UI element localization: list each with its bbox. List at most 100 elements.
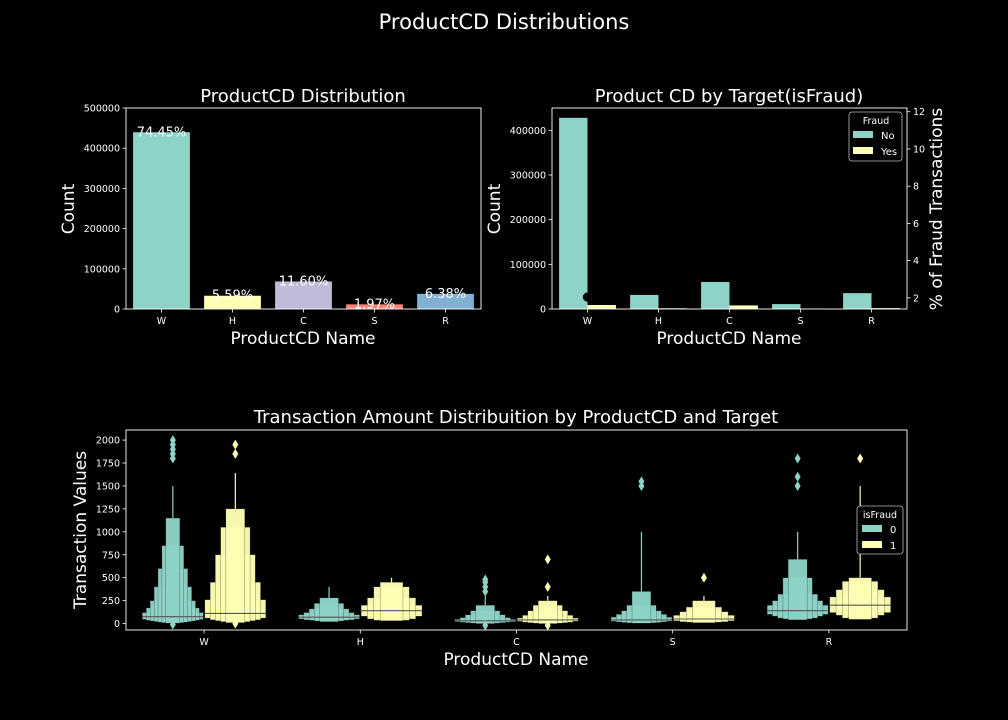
chart1-frame [125, 107, 482, 310]
chart3-xlabel: ProductCD Name [443, 650, 588, 670]
chart2-xtick-label-R: R [868, 316, 875, 327]
chart2-xtick-label-W: W [583, 316, 593, 327]
chart2-ytick-label: 200000 [510, 215, 546, 226]
chart1-axes: W H C S R 0 100000 200000 300000 400000 500000 [84, 104, 482, 327]
chart2-title: Product CD by Target(isFraud) [595, 86, 863, 107]
chart-product-distribution: ProductCD Distribution ProductCD Name Co… [59, 86, 482, 349]
chart3-box-H-1 [379, 582, 404, 621]
chart3-xtick-label-R: R [826, 637, 833, 648]
chart3-legend: isFraud 0 1 [856, 505, 904, 555]
chart3-outlier-W-1 [232, 618, 239, 629]
chart2-ylabel: Count [485, 183, 505, 234]
chart3-outlier-R-0 [794, 453, 801, 464]
chart1-ytick-label: 500000 [84, 104, 120, 115]
chart3-outlier-W-0 [169, 619, 176, 630]
chart1-bar-H [204, 295, 261, 309]
chart3-outlier-R-1 [857, 453, 864, 464]
chart-transaction-amount: Transaction Amount Distribuition by Prod… [71, 407, 908, 670]
chart3-ytick-label: 1250 [96, 504, 120, 515]
chart3-outlier-W-1 [232, 439, 239, 450]
chart-product-by-target: Product CD by Target(isFraud) ProductCD … [485, 86, 947, 349]
chart1-xlabel: ProductCD Name [230, 329, 375, 349]
chart2-ytick-right-label: 2 [913, 293, 919, 304]
chart1-ytick-label: 0 [114, 305, 120, 316]
chart1-title: ProductCD Distribution [200, 86, 406, 107]
chart3-title: Transaction Amount Distribuition by Prod… [253, 407, 778, 428]
chart1-data-label-R: 6.38% [425, 287, 466, 302]
chart2-ytick-right-label: 4 [913, 256, 919, 267]
chart2-ylabel-right: % of Fraud Transactions [927, 108, 947, 311]
chart3-outlier-C-1 [544, 581, 551, 592]
chart3-box-S-0 [631, 591, 652, 624]
chart3-outlier-C-0 [482, 620, 489, 631]
chart2-xtick-label-H: H [655, 316, 662, 327]
chart2-bar-R-No [843, 293, 872, 309]
chart1-xtick-label-R: R [442, 316, 449, 327]
chart1-data-label-W: 74.45% [137, 125, 187, 140]
chart2-ytick-right-label: 10 [913, 144, 925, 155]
chart2-fraud-pct-point-W [582, 292, 593, 302]
chart3-ytick-label: 250 [102, 596, 120, 607]
chart2-bar-W-No [559, 117, 588, 310]
chart1-xtick-label-C: C [300, 316, 307, 327]
chart1-bar-S [346, 304, 403, 309]
chart3-legend-swatch-1 [862, 541, 882, 548]
chart3-boxes [142, 435, 891, 631]
figure-title: ProductCD Distributions [379, 10, 630, 34]
chart3-outlier-C-0 [482, 574, 489, 585]
chart3-legend-label-0: 0 [890, 525, 896, 536]
chart2-bar-S-No [772, 304, 801, 309]
chart3-outlier-C-1 [544, 620, 551, 631]
chart2-legend-label-yes: Yes [880, 147, 897, 158]
chart1-xtick-label-W: W [157, 316, 167, 327]
chart3-box-W-1 [225, 508, 245, 623]
chart3-box-H-0 [319, 597, 339, 622]
chart3-box-R-1 [848, 577, 872, 620]
chart2-bar-C-Yes [729, 305, 758, 309]
chart1-ytick-label: 100000 [84, 264, 120, 275]
chart3-outlier-R-0 [794, 471, 801, 482]
chart1-ytick-label: 300000 [84, 184, 120, 195]
chart3-box-W-0 [165, 517, 181, 624]
chart2-bar-C-No [701, 281, 730, 309]
chart1-ytick-label: 400000 [84, 144, 120, 155]
chart2-bars [559, 117, 900, 310]
chart1-ylabel: Count [59, 183, 79, 234]
chart3-outlier-C-1 [544, 554, 551, 565]
chart1-bar-C [275, 281, 332, 309]
chart2-ytick-right-label: 6 [913, 219, 919, 230]
chart2-xtick-label-C: C [726, 316, 733, 327]
chart2-ytick-label: 0 [540, 305, 546, 316]
chart3-ytick-label: 2000 [96, 436, 120, 447]
chart2-frame [551, 107, 908, 310]
chart3-outlier-W-0 [169, 435, 176, 446]
chart3-xtick-label-S: S [670, 637, 676, 648]
chart2-ytick-right-label: 12 [913, 107, 925, 118]
chart1-xtick-label-H: H [229, 316, 236, 327]
chart3-outlier-S-1 [700, 572, 707, 583]
chart3-ytick-label: 1500 [96, 481, 120, 492]
chart2-ytick-label: 300000 [510, 171, 546, 182]
chart2-legend-swatch-no [853, 131, 873, 138]
chart2-legend-title: Fraud [863, 116, 890, 127]
chart1-bar-W [133, 132, 190, 309]
chart2-ytick-label: 100000 [510, 260, 546, 271]
chart1-ytick-label: 200000 [84, 224, 120, 235]
chart1-bars: 74.45%5.59%11.60%1.97%6.38% [133, 125, 474, 312]
chart3-outlier-W-1 [232, 448, 239, 459]
chart2-bar-W-Yes [587, 305, 616, 309]
chart2-legend: Fraud No Yes [848, 111, 903, 162]
chart3-legend-label-1: 1 [890, 541, 896, 552]
chart2-xtick-label-S: S [797, 316, 803, 327]
chart3-outlier-R-0 [794, 480, 801, 491]
chart1-xtick-label-S: S [371, 316, 377, 327]
chart3-ytick-label: 500 [102, 573, 120, 584]
chart3-xtick-label-C: C [513, 637, 520, 648]
chart2-legend-swatch-yes [853, 147, 873, 154]
chart2-legend-label-no: No [881, 131, 895, 142]
chart3-xtick-label-H: H [357, 637, 364, 648]
chart3-frame [125, 429, 908, 631]
chart2-bar-H-No [630, 294, 659, 309]
chart3-ytick-label: 0 [114, 619, 120, 630]
